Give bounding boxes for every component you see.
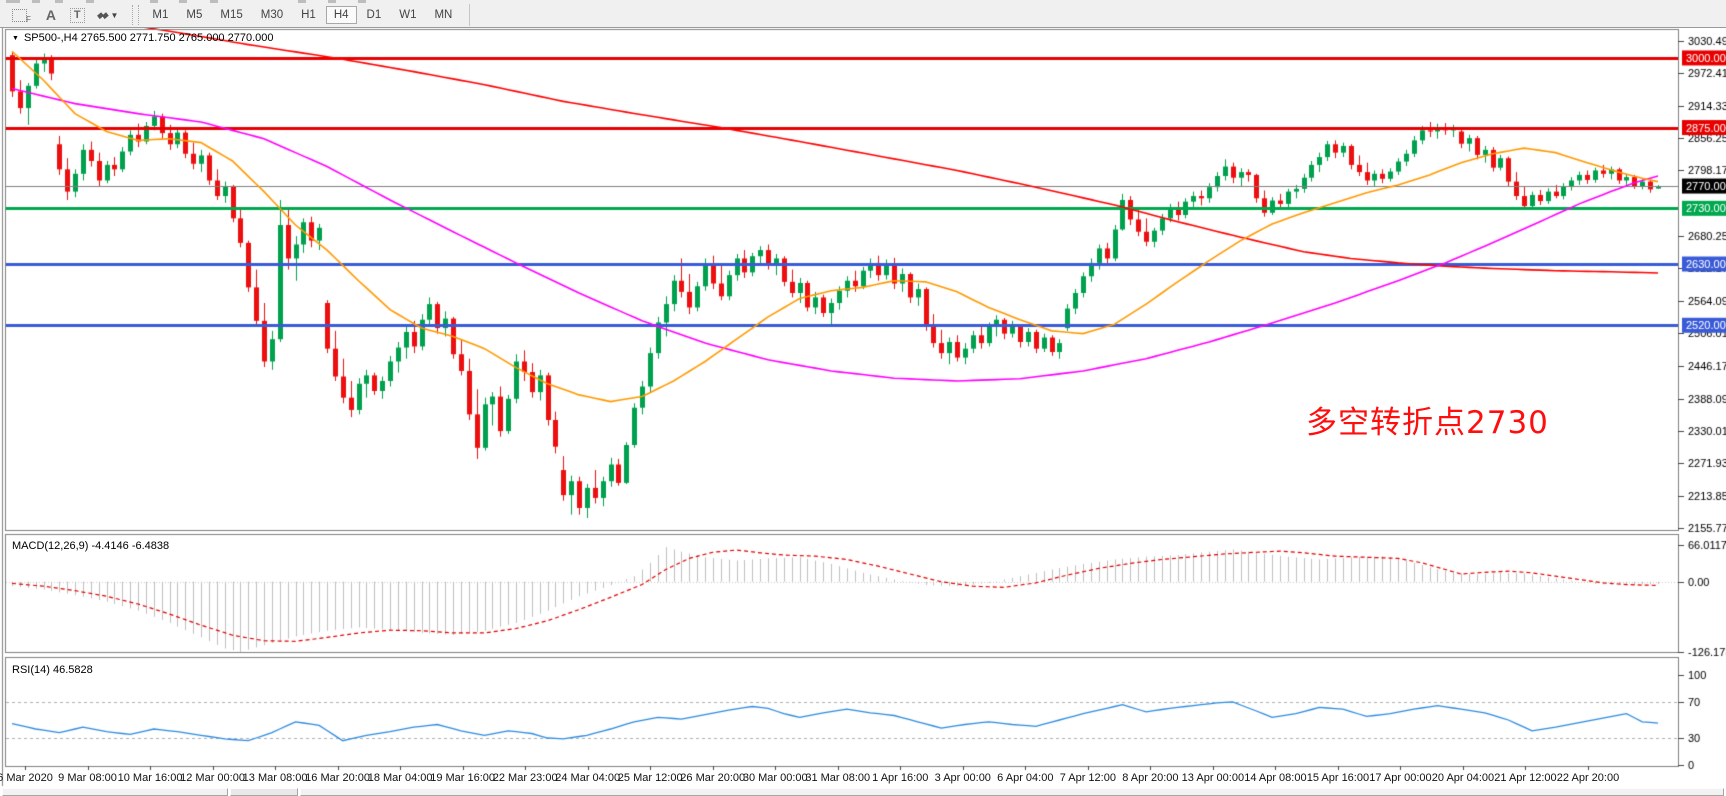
time-axis-label: 22 Mar 23:00 xyxy=(492,772,558,784)
time-axis-label: 20 Apr 04:00 xyxy=(1431,772,1495,784)
tf-button-h1[interactable]: H1 xyxy=(293,6,324,24)
time-axis-label: 13 Mar 08:00 xyxy=(242,772,308,784)
time-axis-label: 3 Apr 00:00 xyxy=(934,772,991,784)
cutoff-icon-fragment xyxy=(12,0,20,3)
scrollbar-segment[interactable] xyxy=(230,788,298,796)
cutoff-icon-fragment xyxy=(358,0,366,3)
time-axis-label: 1 Apr 16:00 xyxy=(872,772,929,784)
toolbar-separator xyxy=(132,5,140,25)
time-axis-label: 31 Mar 08:00 xyxy=(805,772,871,784)
time-axis-label: 13 Apr 00:00 xyxy=(1181,772,1245,784)
chart-title: ▼ SP500-,H4 2765.500 2771.750 2765.000 27… xyxy=(12,32,274,44)
macd-indicator-label: MACD(12,26,9) -4.4146 -6.4838 xyxy=(12,540,170,552)
rsi-indicator-label: RSI(14) 46.5828 xyxy=(12,664,93,676)
toolbar: F A T ◆◆ ▼ M1 M5 M15 M30 H1 H4 D1 W1 MN xyxy=(0,0,1726,28)
time-axis-label: 25 Mar 12:00 xyxy=(617,772,683,784)
text-box-button[interactable]: T xyxy=(65,5,90,25)
text-box-icon: T xyxy=(69,7,85,23)
time-axis-label: 7 Apr 12:00 xyxy=(1059,772,1116,784)
tf-button-m1[interactable]: M1 xyxy=(144,6,176,24)
scrollbar-thumb[interactable] xyxy=(2,788,228,796)
tf-button-h4[interactable]: H4 xyxy=(325,6,357,24)
tf-button-d1[interactable]: D1 xyxy=(359,6,390,24)
time-axis-label: 16 Mar 20:00 xyxy=(305,772,371,784)
time-axis-label: 10 Mar 16:00 xyxy=(117,772,183,784)
chart-window: ▼ SP500-,H4 2765.500 2771.750 2765.000 27… xyxy=(0,28,1726,796)
cutoff-icon-fragment xyxy=(210,0,218,3)
time-axis-label: 9 Mar 08:00 xyxy=(58,772,117,784)
cutoff-icon-fragment xyxy=(298,0,306,3)
time-axis-label: 26 Mar 20:00 xyxy=(680,772,746,784)
time-axis-label: 22 Apr 20:00 xyxy=(1556,772,1620,784)
time-axis-label: 8 Apr 20:00 xyxy=(1122,772,1179,784)
text-annotation-button[interactable]: A xyxy=(39,5,63,25)
tf-button-m5[interactable]: M5 xyxy=(178,6,210,24)
time-axis-label: 15 Apr 16:00 xyxy=(1306,772,1370,784)
tf-button-m15[interactable]: M15 xyxy=(212,6,250,24)
scrollbar-track[interactable] xyxy=(300,788,1724,796)
time-axis-label: 19 Mar 16:00 xyxy=(430,772,496,784)
grid-icon xyxy=(12,8,27,22)
timeframe-bar: M1 M5 M15 M30 H1 H4 D1 W1 MN xyxy=(143,6,461,24)
cutoff-icon-fragment xyxy=(86,0,94,3)
grid-icon-label: F xyxy=(26,14,31,24)
time-axis-label: 14 Apr 08:00 xyxy=(1244,772,1307,784)
time-axis-label: 6 Mar 2020 xyxy=(0,772,53,784)
time-axis-label: 24 Mar 04:00 xyxy=(555,772,621,784)
text-annotation-icon: A xyxy=(45,7,56,23)
tf-button-mn[interactable]: MN xyxy=(426,6,460,24)
cutoff-icon-fragment xyxy=(32,0,40,3)
grid-snap-button[interactable]: F xyxy=(7,5,37,25)
draw-objects-button[interactable]: ◆◆ ▼ xyxy=(92,5,124,25)
time-axis-label: 12 Mar 00:00 xyxy=(180,772,245,784)
toolbar-divider xyxy=(469,4,471,26)
cutoff-icon-fragment xyxy=(328,0,336,3)
bottom-scroll-strip xyxy=(0,787,1726,796)
cutoff-icon-fragment xyxy=(179,0,187,3)
cutoff-icon-fragment xyxy=(150,0,158,3)
chevron-down-icon: ▼ xyxy=(110,10,119,20)
shapes-icon: ◆◆ xyxy=(95,9,108,20)
collapse-arrow-icon: ▼ xyxy=(12,35,19,42)
cutoff-icon-fragment xyxy=(6,0,14,3)
chart-text-annotation: 多空转折点2730 xyxy=(1306,405,1549,441)
time-axis-label: 30 Mar 00:00 xyxy=(742,772,808,784)
chart-canvas[interactable] xyxy=(0,28,1726,796)
tf-button-w1[interactable]: W1 xyxy=(391,6,424,24)
chart-title-text: SP500-,H4 2765.500 2771.750 2765.000 277… xyxy=(23,32,274,44)
tf-button-m30[interactable]: M30 xyxy=(253,6,291,24)
time-axis-label: 21 Apr 12:00 xyxy=(1494,772,1557,784)
time-axis-label: 6 Apr 04:00 xyxy=(997,772,1054,784)
time-axis-label: 17 Apr 00:00 xyxy=(1369,772,1432,784)
cutoff-icon-fragment xyxy=(55,0,63,3)
time-axis-label: 18 Mar 04:00 xyxy=(367,772,433,784)
